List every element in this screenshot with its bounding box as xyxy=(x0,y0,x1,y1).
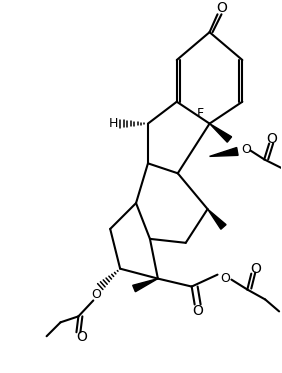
Polygon shape xyxy=(210,147,238,156)
Text: O: O xyxy=(250,262,261,276)
Text: O: O xyxy=(91,288,101,301)
Text: O: O xyxy=(76,330,87,344)
Text: O: O xyxy=(192,304,203,319)
Text: F: F xyxy=(197,107,204,120)
Text: O: O xyxy=(221,272,230,285)
Polygon shape xyxy=(208,209,226,229)
Text: O: O xyxy=(267,132,277,147)
Text: O: O xyxy=(216,1,227,15)
Text: O: O xyxy=(241,143,251,156)
Text: H: H xyxy=(109,117,118,130)
Polygon shape xyxy=(133,279,158,292)
Polygon shape xyxy=(210,123,232,142)
